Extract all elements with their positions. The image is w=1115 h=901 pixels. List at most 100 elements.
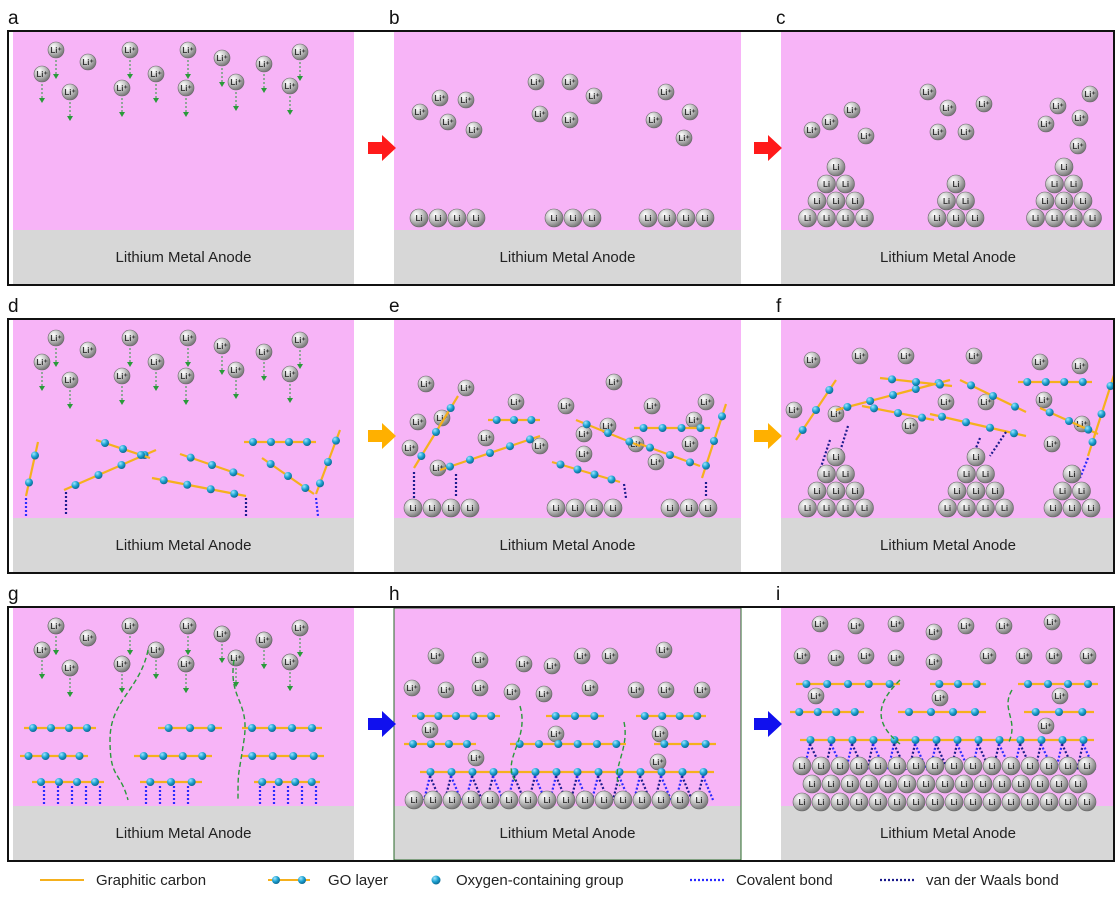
oxygen-group-dot xyxy=(1064,680,1072,688)
panel-label: a xyxy=(8,8,19,29)
li-cation: Li⁺ xyxy=(651,725,669,743)
li-atom-label: Li xyxy=(434,214,441,223)
li-cation-sphere xyxy=(421,721,439,739)
li-cation-sphere xyxy=(857,647,875,665)
diffusion-arrow-head xyxy=(53,650,59,655)
li-atom: Li xyxy=(973,774,993,794)
oxygen-group-dot xyxy=(1060,378,1069,386)
li-cation-label: Li⁺ xyxy=(684,440,695,449)
li-atom: Li xyxy=(849,756,869,776)
van-der-waals-bond xyxy=(935,743,949,771)
li-atom-sphere xyxy=(1043,498,1063,518)
li-cation: Li⁺ xyxy=(515,655,533,673)
li-cation: Li⁺ xyxy=(213,625,231,663)
diffusion-path xyxy=(616,721,626,787)
oxygen-group-dot xyxy=(1084,425,1093,434)
li-atom-label: Li xyxy=(472,214,479,223)
li-cation: Li⁺ xyxy=(655,641,673,659)
li-atom-sphere xyxy=(1053,481,1072,501)
li-atom-sphere xyxy=(565,498,585,518)
li-atom-sphere xyxy=(836,464,855,484)
li-atom: Li xyxy=(830,792,850,812)
oxygen-group-dot xyxy=(284,472,292,480)
li-cation-label: Li⁺ xyxy=(678,134,689,143)
panel-label: g xyxy=(8,584,19,605)
li-cation-sphere xyxy=(79,629,97,647)
li-atom: Li xyxy=(859,774,879,794)
li-cation-sphere xyxy=(897,347,915,365)
go-layer xyxy=(32,778,104,786)
li-cation: Li⁺ xyxy=(1079,647,1097,665)
li-atom-label: Li xyxy=(1041,197,1048,206)
li-cation: Li⁺ xyxy=(177,367,195,405)
li-atom-label: Li xyxy=(486,796,493,805)
li-cation-sphere xyxy=(179,329,197,347)
li-atom: Li xyxy=(963,756,983,776)
li-atom-label: Li xyxy=(944,504,951,513)
li-cation-sphere xyxy=(179,41,197,59)
go-layer xyxy=(639,442,701,468)
oxygen-group-dot xyxy=(159,752,168,760)
li-atom-sphere xyxy=(807,191,827,211)
oxygen-group-dot xyxy=(625,437,634,446)
li-cation: Li⁺ xyxy=(925,653,943,671)
li-cation-sphere xyxy=(113,79,131,97)
li-cation-label: Li⁺ xyxy=(968,352,979,361)
li-atom: Li xyxy=(695,208,715,228)
li-atom: Li xyxy=(1045,208,1064,228)
covalent-bond xyxy=(886,743,896,771)
li-cation-label: Li⁺ xyxy=(890,654,901,663)
li-cation-label: Li⁺ xyxy=(1040,120,1051,129)
li-atom: Li xyxy=(1062,498,1082,518)
li-cation-sphere xyxy=(651,725,669,743)
go-layer xyxy=(261,457,315,495)
go-layer-swatch-dot xyxy=(298,876,306,884)
li-atom: Li xyxy=(1068,774,1088,794)
li-atom-label: Li xyxy=(912,762,919,771)
oxygen-group-dot xyxy=(1031,708,1040,716)
li-cation-label: Li⁺ xyxy=(434,94,445,103)
li-cation-label: Li⁺ xyxy=(440,686,451,695)
li-cation-label: Li⁺ xyxy=(150,70,161,79)
oxygen-group-dot xyxy=(812,406,820,414)
li-atom-label: Li xyxy=(609,504,616,513)
li-atom-sphere xyxy=(632,790,652,810)
li-cation-label: Li⁺ xyxy=(578,430,589,439)
covalent-bond xyxy=(314,497,320,517)
li-cation-label: Li⁺ xyxy=(684,108,695,117)
li-cation: Li⁺ xyxy=(471,679,489,697)
go-layer xyxy=(636,712,706,720)
oxygen-group-dot xyxy=(206,485,215,494)
go-layer xyxy=(95,438,151,460)
li-atom-sphere xyxy=(403,498,423,518)
li-cation-sphere xyxy=(925,623,943,641)
li-atom-sphere xyxy=(1001,756,1021,776)
li-atom-sphere xyxy=(817,498,836,518)
li-atom-sphere xyxy=(927,208,947,228)
diffusion-arrow-head xyxy=(127,650,133,655)
oxygen-group-dot xyxy=(274,778,283,786)
oxygen-group-dot xyxy=(466,455,474,464)
li-cation-label: Li⁺ xyxy=(216,342,227,351)
oxygen-group-dot xyxy=(91,778,99,786)
li-atom-sphere xyxy=(442,790,462,810)
go-layer xyxy=(959,379,1027,413)
li-cation-sphere xyxy=(409,413,427,431)
go-layer xyxy=(551,460,621,484)
li-atom: Li xyxy=(811,756,831,776)
covalent-bond xyxy=(1040,743,1054,771)
li-atom-label: Li xyxy=(1060,163,1067,172)
li-cation: Li⁺ xyxy=(113,79,131,117)
li-cation: Li⁺ xyxy=(627,681,645,699)
li-atom-sphere xyxy=(1062,498,1082,518)
go-layer xyxy=(795,379,837,441)
oxygen-group-dot xyxy=(870,404,878,413)
li-cation: Li⁺ xyxy=(179,329,197,367)
li-cation-sphere xyxy=(439,113,457,131)
li-atom: Li xyxy=(575,790,595,810)
van-der-waals-bond xyxy=(851,743,865,771)
li-cation: Li⁺ xyxy=(291,619,309,657)
li-atom-sphere xyxy=(963,756,983,776)
diffusion-arrow-head xyxy=(53,362,59,367)
li-cation: Li⁺ xyxy=(931,689,949,707)
